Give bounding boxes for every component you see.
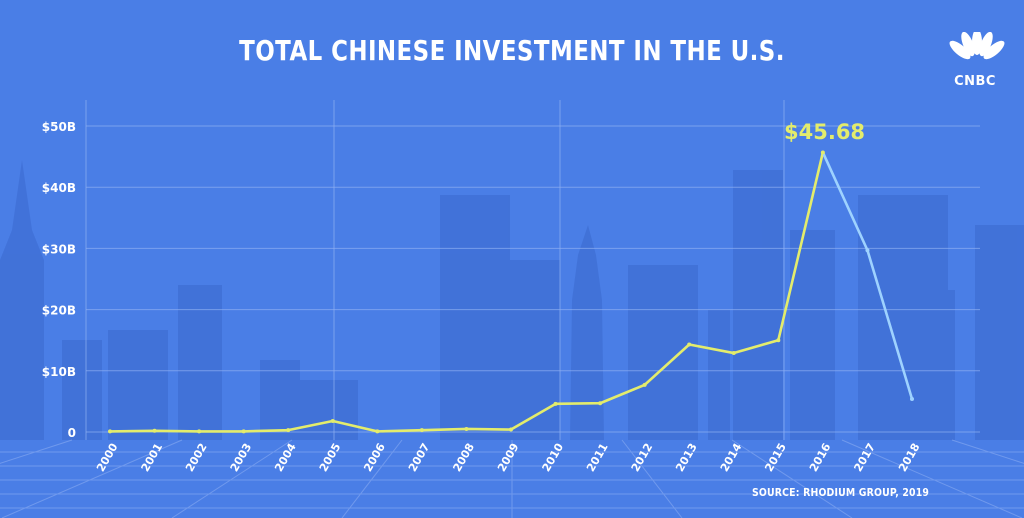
data-point	[820, 150, 825, 155]
y-tick-label: $50B	[42, 120, 76, 134]
data-point	[419, 428, 424, 433]
x-tick-label: 2016	[807, 441, 834, 474]
data-point	[731, 351, 736, 356]
x-tick-label: 2000	[94, 441, 121, 474]
data-point	[776, 338, 781, 343]
chart-grid	[85, 100, 980, 440]
floor-grid-line	[951, 439, 1024, 464]
data-point	[108, 429, 112, 434]
cnbc-peacock-logo	[949, 32, 1005, 60]
city-skyline-background	[0, 160, 1024, 440]
y-tick-label: $10B	[42, 365, 76, 379]
chart-points	[108, 150, 914, 434]
x-tick-label: 2005	[317, 441, 344, 474]
y-tick-label: $40B	[42, 181, 76, 195]
x-tick-label: 2013	[673, 441, 700, 474]
data-point	[865, 248, 870, 253]
floor-grid-line	[171, 439, 293, 518]
x-tick-label: 2003	[228, 441, 255, 474]
data-point	[464, 426, 469, 431]
x-tick-label: 2008	[450, 441, 477, 474]
floor-grid-line	[1, 439, 183, 518]
data-point	[197, 429, 202, 434]
chart-title: TOTAL CHINESE INVESTMENT IN THE U.S.	[239, 34, 785, 67]
x-tick-label: 2009	[495, 441, 522, 474]
data-point	[598, 401, 603, 406]
x-tick-label: 2015	[762, 441, 789, 474]
cnbc-logo-text: CNBC	[954, 74, 996, 89]
y-tick-label: 0	[68, 426, 76, 440]
x-tick-label: 2006	[361, 441, 388, 474]
data-point	[241, 429, 246, 434]
y-tick-label: $20B	[42, 304, 76, 318]
source-note: SOURCE: RHODIUM GROUP, 2019	[752, 486, 930, 499]
x-tick-label: 2011	[584, 441, 611, 474]
x-tick-label: 2007	[406, 441, 433, 474]
data-point	[330, 418, 335, 423]
x-tick-label: 2014	[718, 441, 745, 474]
floor-grid-line	[621, 439, 683, 518]
floor-grid-line	[731, 439, 853, 518]
x-tick-label: 2012	[629, 441, 656, 474]
floor-grid-line	[841, 439, 1023, 518]
x-axis-ticks: 2000 2001 2002 2003 2004 2005 2006 2007 2008 2009…	[94, 441, 923, 474]
x-tick-label: 2010	[540, 441, 567, 474]
data-point	[152, 428, 157, 433]
data-point	[642, 382, 647, 387]
data-point	[375, 429, 380, 434]
data-point	[509, 427, 513, 432]
y-axis-ticks: $50B $40B $30B $20B $10B 0	[42, 120, 76, 440]
data-point	[286, 428, 291, 433]
x-tick-label: 2004	[272, 441, 299, 474]
y-tick-label: $30B	[42, 242, 76, 256]
floor-grid	[0, 439, 1024, 518]
floor-grid-line	[0, 439, 73, 464]
data-point	[553, 401, 558, 406]
peak-value-label: $45.68	[784, 120, 866, 144]
data-point	[687, 342, 692, 347]
data-point	[910, 396, 914, 401]
floor-grid-line	[341, 439, 403, 518]
x-tick-label: 2002	[183, 441, 210, 474]
x-tick-label: 2018	[896, 441, 923, 474]
